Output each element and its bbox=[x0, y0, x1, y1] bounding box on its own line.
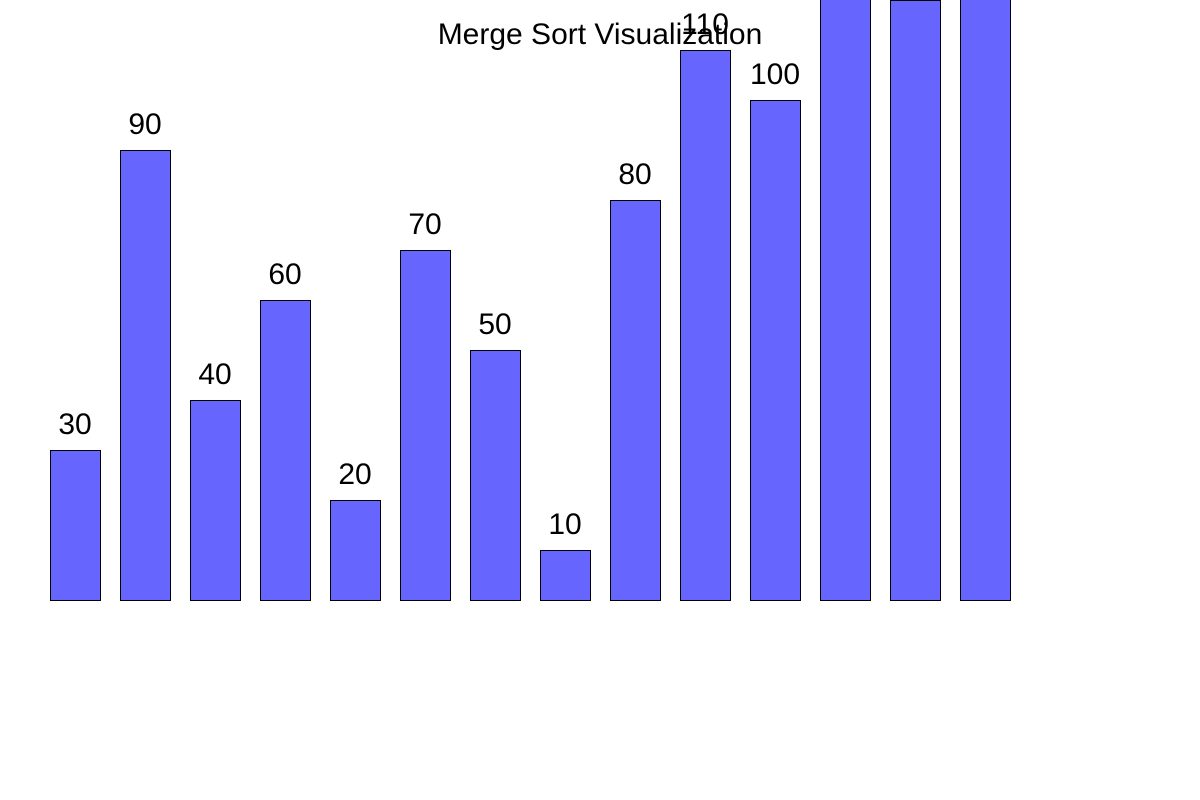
bar bbox=[330, 500, 381, 601]
bar-value-label: 10 bbox=[548, 508, 581, 541]
bar-value-label: 60 bbox=[268, 258, 301, 291]
bar-value-label: 20 bbox=[338, 458, 371, 491]
bar-value-label: 80 bbox=[618, 158, 651, 191]
bar bbox=[120, 150, 171, 601]
chart-title: Merge Sort Visualization bbox=[438, 18, 763, 51]
bar bbox=[470, 350, 521, 601]
bar-value-label: 90 bbox=[128, 108, 161, 141]
bar-value-label: 110 bbox=[681, 8, 729, 41]
bars-layer bbox=[50, 0, 1011, 601]
bar bbox=[400, 250, 451, 601]
bar bbox=[610, 200, 661, 601]
value-labels-layer: 30 90 40 60 20 70 50 10 80 110 100 bbox=[58, 8, 800, 541]
bar bbox=[190, 400, 241, 601]
bar bbox=[960, 0, 1011, 601]
bar-value-label: 70 bbox=[408, 208, 441, 241]
bar-value-label: 50 bbox=[478, 308, 511, 341]
bar-value-label: 100 bbox=[750, 58, 800, 91]
bar bbox=[750, 100, 801, 601]
bar bbox=[890, 0, 941, 601]
bar bbox=[50, 450, 101, 601]
bar-value-label: 40 bbox=[198, 358, 231, 391]
bar-value-label: 30 bbox=[58, 408, 91, 441]
bar bbox=[820, 0, 871, 601]
bar bbox=[680, 50, 731, 601]
bar bbox=[260, 300, 311, 601]
bar bbox=[540, 550, 591, 601]
